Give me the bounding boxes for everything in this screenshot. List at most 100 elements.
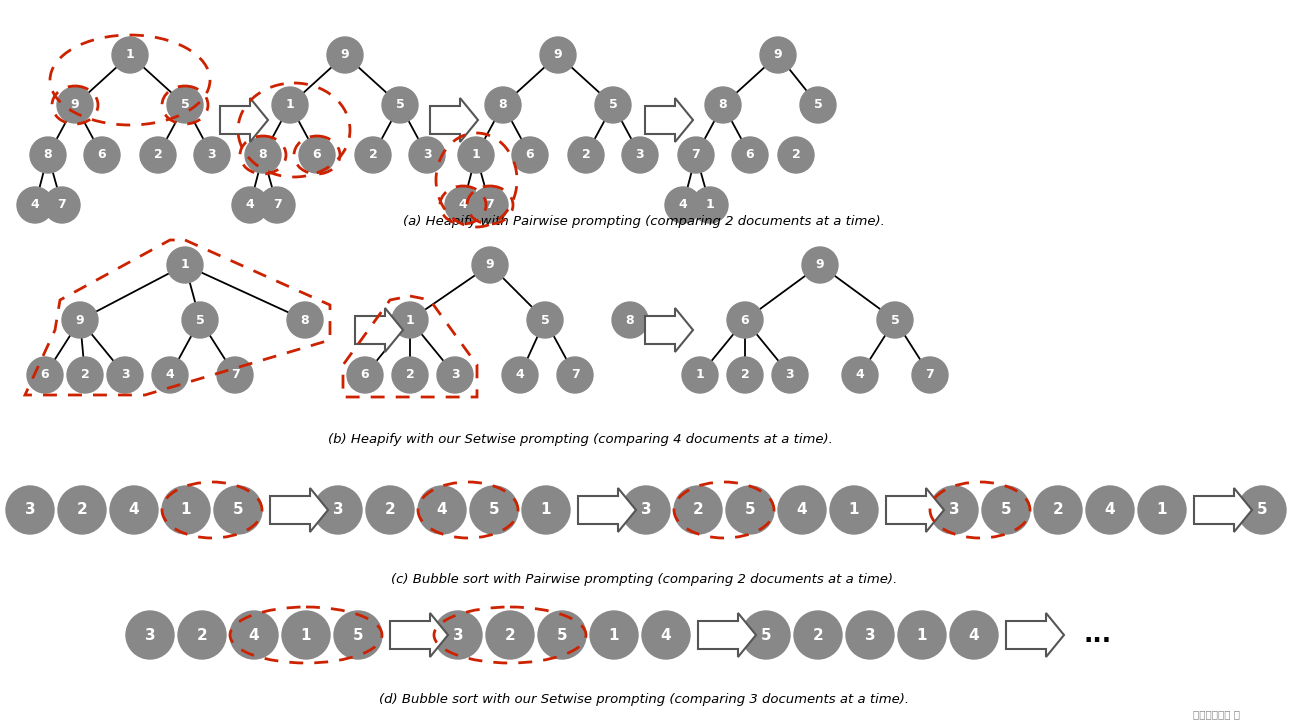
Circle shape [112,37,148,73]
Text: 2: 2 [791,149,800,161]
Circle shape [392,357,428,393]
Text: 2: 2 [406,369,414,381]
Text: 8: 8 [499,99,508,112]
Circle shape [800,87,837,123]
Circle shape [299,137,335,173]
Text: 3: 3 [121,369,129,381]
Text: 4: 4 [459,198,468,211]
Text: 9: 9 [554,49,562,62]
Text: 1: 1 [472,149,481,161]
Polygon shape [220,98,268,142]
Circle shape [665,187,701,223]
Text: 1: 1 [180,502,191,518]
Circle shape [726,486,773,534]
Text: 1: 1 [1156,502,1168,518]
Text: 7: 7 [231,369,240,381]
Circle shape [568,137,605,173]
Circle shape [162,486,210,534]
Text: 9: 9 [340,49,349,62]
Circle shape [110,486,159,534]
Text: 3: 3 [452,627,463,643]
Text: 2: 2 [504,627,516,643]
Text: 2: 2 [741,369,749,381]
Circle shape [913,357,947,393]
Circle shape [623,137,657,173]
Circle shape [44,187,80,223]
Text: 5: 5 [540,314,549,327]
Text: 2: 2 [76,502,88,518]
Text: 6: 6 [313,149,321,161]
Circle shape [642,611,690,659]
Circle shape [727,302,763,338]
Circle shape [67,357,103,393]
Text: 3: 3 [423,149,432,161]
Text: 1: 1 [696,369,704,381]
Text: 3: 3 [641,502,651,518]
Text: 8: 8 [625,314,634,327]
Text: 4: 4 [516,369,525,381]
Text: 1: 1 [916,627,927,643]
Text: 5: 5 [1257,502,1267,518]
Text: 7: 7 [571,369,579,381]
Circle shape [315,486,362,534]
Text: 3: 3 [208,149,217,161]
Text: 5: 5 [353,627,363,643]
Circle shape [366,486,414,534]
Text: 5: 5 [233,502,244,518]
Text: 8: 8 [44,149,53,161]
Circle shape [141,137,177,173]
Text: 2: 2 [197,627,208,643]
Circle shape [182,302,218,338]
Text: 6: 6 [746,149,754,161]
Circle shape [682,357,718,393]
Text: 7: 7 [926,369,935,381]
Polygon shape [1005,613,1063,657]
Circle shape [392,302,428,338]
Text: 2: 2 [369,149,378,161]
Circle shape [287,302,324,338]
Text: 1: 1 [848,502,860,518]
Text: 7: 7 [58,198,66,211]
Circle shape [57,87,93,123]
Text: (a) Heapify with Pairwise prompting (comparing 2 documents at a time).: (a) Heapify with Pairwise prompting (com… [403,216,886,229]
Circle shape [347,357,383,393]
Polygon shape [354,308,403,352]
Circle shape [727,357,763,393]
Text: 3: 3 [24,502,35,518]
Text: 9: 9 [773,49,782,62]
Circle shape [512,137,548,173]
Polygon shape [886,488,944,532]
Circle shape [898,611,946,659]
Circle shape [334,611,382,659]
Text: 1: 1 [125,49,134,62]
Text: 5: 5 [196,314,205,327]
Circle shape [30,137,66,173]
Text: 1: 1 [406,314,414,327]
Circle shape [126,611,174,659]
Text: 6: 6 [361,369,370,381]
Text: 3: 3 [949,502,959,518]
Text: 5: 5 [891,314,900,327]
Circle shape [590,611,638,659]
Circle shape [354,137,391,173]
Circle shape [742,611,790,659]
Text: 1: 1 [300,627,311,643]
Circle shape [259,187,295,223]
Text: 8: 8 [259,149,267,161]
Text: 5: 5 [180,99,189,112]
Circle shape [470,486,518,534]
Circle shape [195,137,229,173]
Circle shape [623,486,670,534]
Text: 1: 1 [608,627,619,643]
Text: 4: 4 [856,369,865,381]
Circle shape [84,137,120,173]
Text: 4: 4 [246,198,254,211]
Text: 9: 9 [71,99,80,112]
Circle shape [27,357,63,393]
Circle shape [485,87,521,123]
Circle shape [472,247,508,283]
Text: 3: 3 [635,149,644,161]
Text: 3: 3 [144,627,155,643]
Circle shape [434,611,482,659]
Text: 掘金技术社区 ⓒ: 掘金技术社区 ⓒ [1194,709,1240,719]
